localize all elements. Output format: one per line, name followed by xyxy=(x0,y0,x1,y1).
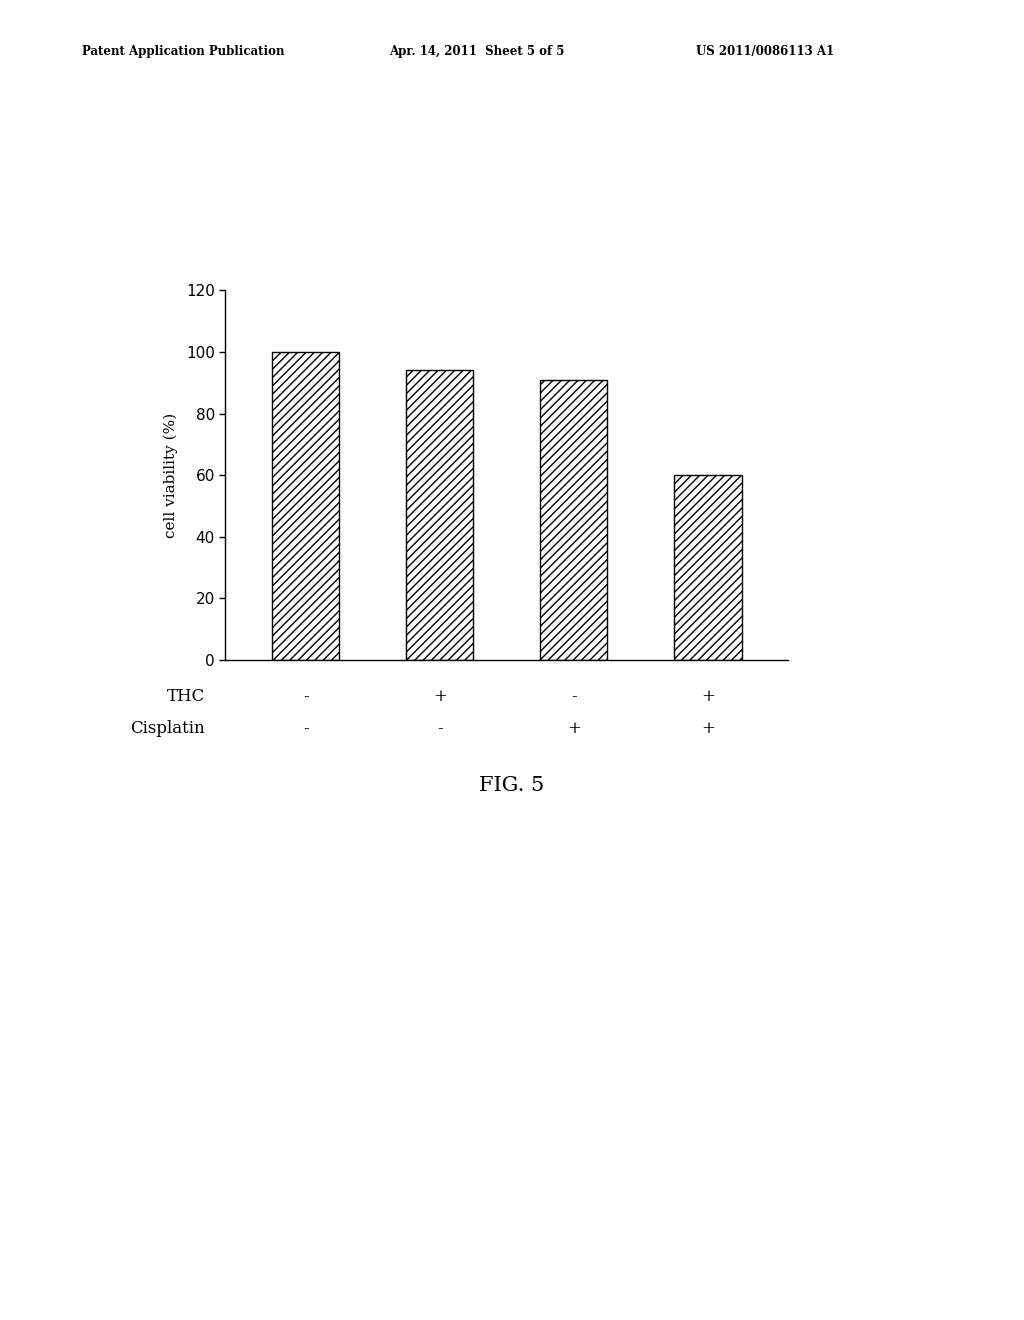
Text: +: + xyxy=(701,721,715,737)
Text: +: + xyxy=(701,689,715,705)
Text: FIG. 5: FIG. 5 xyxy=(479,776,545,795)
Text: THC: THC xyxy=(167,689,205,705)
Text: -: - xyxy=(571,689,577,705)
Bar xyxy=(675,475,741,660)
Text: -: - xyxy=(303,721,308,737)
Text: -: - xyxy=(303,689,308,705)
Text: +: + xyxy=(567,721,581,737)
Text: Patent Application Publication: Patent Application Publication xyxy=(82,45,285,58)
Text: Apr. 14, 2011  Sheet 5 of 5: Apr. 14, 2011 Sheet 5 of 5 xyxy=(389,45,564,58)
Text: US 2011/0086113 A1: US 2011/0086113 A1 xyxy=(696,45,835,58)
Text: Cisplatin: Cisplatin xyxy=(130,721,205,737)
Text: -: - xyxy=(437,721,442,737)
Bar xyxy=(407,371,473,660)
Bar xyxy=(541,380,607,660)
Text: +: + xyxy=(433,689,446,705)
Bar xyxy=(272,352,339,660)
Y-axis label: cell viability (%): cell viability (%) xyxy=(163,413,177,537)
